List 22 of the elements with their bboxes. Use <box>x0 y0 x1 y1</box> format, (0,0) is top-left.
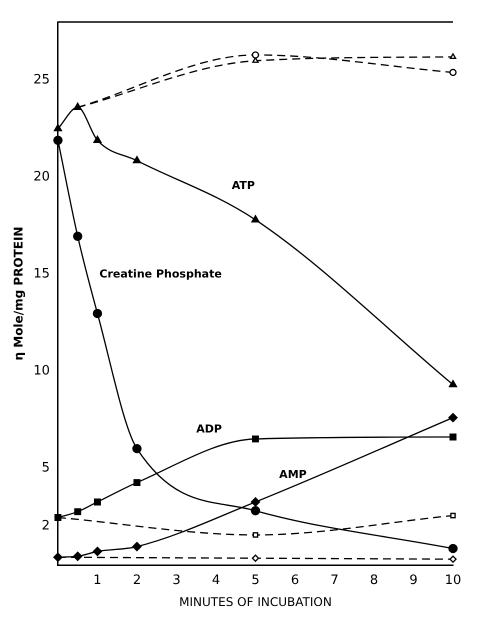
x-tick-label: 10 <box>444 573 462 588</box>
x-tick-label: 4 <box>212 573 220 588</box>
x-axis-title: MINUTES OF INCUBATION <box>179 594 332 609</box>
x-tick-label: 7 <box>330 573 339 588</box>
x-tick-label: 5 <box>251 573 260 588</box>
y-tick-label: 5 <box>42 460 50 476</box>
x-tick-label: 3 <box>172 573 181 588</box>
x-tick-label: 6 <box>290 573 300 588</box>
y-tick-label: 15 <box>33 266 50 282</box>
series-label: ADP <box>196 422 222 436</box>
x-tick-label: 8 <box>370 573 378 588</box>
y-tick-label: 2 <box>42 518 50 534</box>
x-tick-label: 1 <box>93 573 102 588</box>
y-axis-title: η Mole/mg PROTEIN <box>11 226 26 360</box>
series-label: AMP <box>279 468 307 482</box>
y-tick-label: 20 <box>33 170 50 185</box>
y-tick-label: 10 <box>33 363 50 378</box>
series-label: ATP <box>232 179 255 192</box>
x-tick-label: 9 <box>409 573 418 588</box>
y-tick-label: 25 <box>33 72 50 88</box>
series-label: Creatine Phosphate <box>99 268 222 281</box>
x-tick-label: 2 <box>132 573 142 588</box>
